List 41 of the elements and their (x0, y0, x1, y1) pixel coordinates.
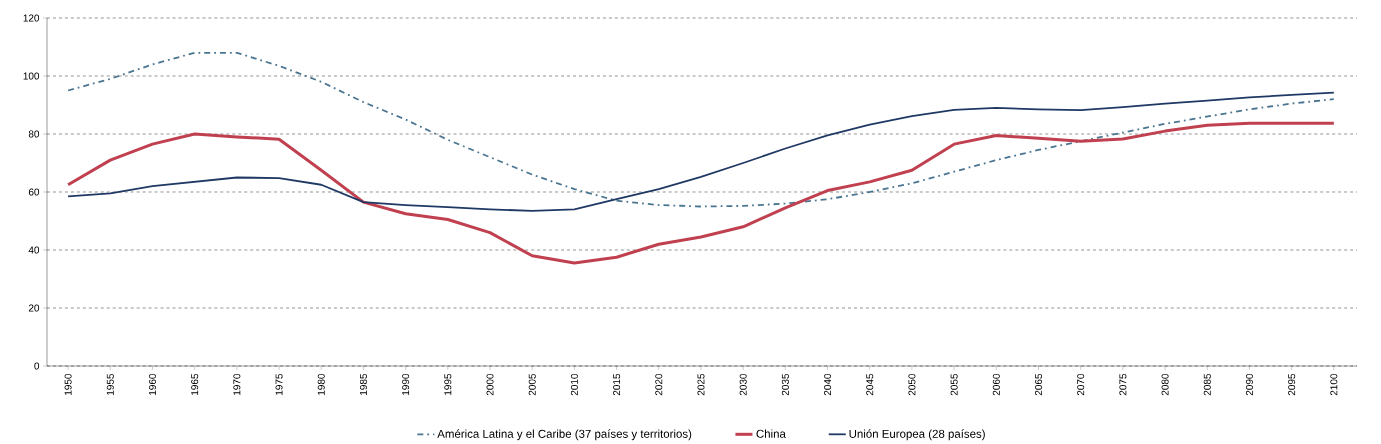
x-tick-label: 1985 (359, 373, 367, 395)
x-tick-label: 1995 (444, 373, 452, 395)
x-tick-label: 2030 (739, 373, 747, 396)
x-tick-label: 2080 (1161, 373, 1169, 396)
x-tick-label: 2065 (1034, 373, 1043, 396)
y-tick-label: 80 (28, 130, 40, 138)
y-tick-label: 100 (23, 72, 40, 80)
x-tick-label: 2100 (1330, 373, 1338, 396)
legend-label: Unión Europea (28 países) (849, 429, 985, 441)
y-tick-label: 120 (23, 14, 40, 22)
x-tick-label: 2095 (1288, 373, 1296, 396)
x-tick-label: 2035 (781, 373, 789, 396)
x-tick-label: 2005 (528, 373, 536, 396)
x-tick-label: 1975 (275, 373, 283, 395)
x-tick-label: 2015 (613, 373, 621, 396)
x-tick-label: 1980 (317, 373, 325, 395)
x-tick-label: 2085 (1203, 373, 1211, 396)
x-tick-label: 1990 (402, 373, 410, 395)
y-tick-label: 20 (28, 304, 40, 312)
x-tick-label: 2010 (570, 373, 578, 396)
x-tick-label: 2055 (950, 373, 958, 396)
x-tick-label: 2090 (1245, 373, 1253, 396)
x-tick-label: 2020 (655, 373, 663, 396)
y-tick-label: 40 (28, 246, 40, 254)
x-tick-label: 1965 (191, 373, 199, 395)
x-tick-label: 2050 (908, 373, 916, 396)
x-tick-label: 2045 (866, 373, 874, 396)
legend-label: América Latina y el Caribe (37 países y territorios) (437, 429, 692, 441)
x-tick-label: 1955 (106, 373, 114, 395)
legend-label: China (756, 429, 786, 438)
x-tick-label: 1950 (64, 373, 72, 395)
x-tick-label: 2025 (697, 373, 705, 396)
x-tick-label: 2040 (824, 373, 832, 396)
x-tick-label: 1970 (233, 373, 241, 395)
x-tick-label: 2000 (486, 373, 494, 396)
y-tick-label: 0 (34, 362, 40, 370)
x-tick-label: 2070 (1077, 373, 1085, 396)
x-tick-label: 2075 (1119, 373, 1127, 396)
x-tick-label: 2060 (992, 373, 1000, 396)
y-tick-label: 60 (28, 188, 40, 196)
x-tick-label: 1960 (148, 373, 156, 395)
